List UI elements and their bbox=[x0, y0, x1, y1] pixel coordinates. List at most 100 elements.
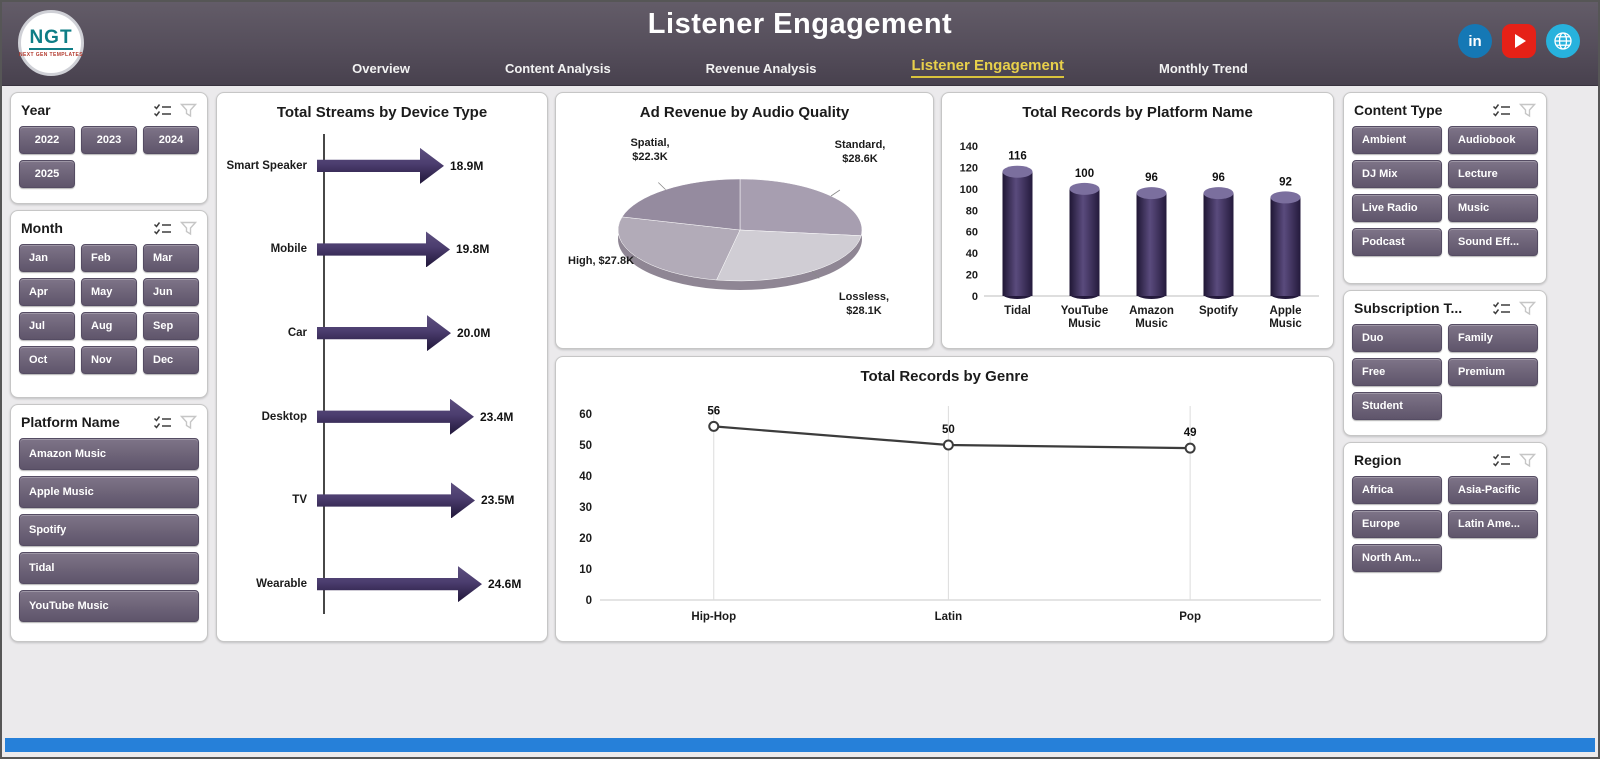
filter-option-student[interactable]: Student bbox=[1352, 392, 1442, 420]
filter-option-ambient[interactable]: Ambient bbox=[1352, 126, 1442, 154]
data-point-latin[interactable] bbox=[942, 439, 954, 451]
x-category-label: Pop bbox=[1179, 611, 1201, 623]
tab-revenue-analysis[interactable]: Revenue Analysis bbox=[705, 61, 817, 76]
point-value-label: 50 bbox=[942, 424, 955, 436]
globe-icon[interactable] bbox=[1546, 24, 1580, 58]
filter-option-music[interactable]: Music bbox=[1448, 194, 1538, 222]
genre-line-chart-wrap: 0 10 20 30 40 50 60 56 Hip-Hop 50 Latin 49 Pop bbox=[564, 388, 1325, 643]
bar-amazon-music[interactable] bbox=[1136, 193, 1167, 296]
filter-header-icons bbox=[153, 415, 197, 430]
pie-slice-standard[interactable] bbox=[739, 178, 863, 236]
filter-option-africa[interactable]: Africa bbox=[1352, 476, 1442, 504]
bar-spotify[interactable] bbox=[1203, 193, 1234, 296]
filter-option-jan[interactable]: Jan bbox=[19, 244, 75, 272]
filter-option-may[interactable]: May bbox=[81, 278, 137, 306]
filter-option-nov[interactable]: Nov bbox=[81, 346, 137, 374]
filter-option-amazon-music[interactable]: Amazon Music bbox=[19, 438, 199, 470]
header: NGT NEXT GEN TEMPLATES Listener Engageme… bbox=[2, 2, 1598, 86]
filter-option-youtube-music[interactable]: YouTube Music bbox=[19, 590, 199, 622]
tab-monthly-trend[interactable]: Monthly Trend bbox=[1159, 61, 1248, 76]
filter-option-aug[interactable]: Aug bbox=[81, 312, 137, 340]
filter-option-2024[interactable]: 2024 bbox=[143, 126, 199, 154]
filter-option-live-radio[interactable]: Live Radio bbox=[1352, 194, 1442, 222]
pie-label: Lossless, $28.1K bbox=[839, 291, 889, 317]
bar-tidal[interactable] bbox=[1002, 171, 1033, 296]
filter-option-audiobook[interactable]: Audiobook bbox=[1448, 126, 1538, 154]
device-arrow-bar[interactable] bbox=[317, 148, 444, 184]
multiselect-icon[interactable] bbox=[153, 415, 172, 430]
chart-title: Total Streams by Device Type bbox=[276, 104, 488, 121]
device-arrow-bar[interactable] bbox=[317, 566, 482, 602]
filter-option-lecture[interactable]: Lecture bbox=[1448, 160, 1538, 188]
pie-leader-line bbox=[658, 182, 666, 190]
filter-icon[interactable] bbox=[180, 415, 197, 430]
filter-option-apple-music[interactable]: Apple Music bbox=[19, 476, 199, 508]
filter-option-duo[interactable]: Duo bbox=[1352, 324, 1442, 352]
filter-option-feb[interactable]: Feb bbox=[81, 244, 137, 272]
filter-option-north-am[interactable]: North Am... bbox=[1352, 544, 1442, 572]
bar-youtube-music[interactable] bbox=[1069, 188, 1100, 296]
filter-option-latin-ame[interactable]: Latin Ame... bbox=[1448, 510, 1538, 538]
filter-option-jun[interactable]: Jun bbox=[143, 278, 199, 306]
device-arrow-bar[interactable] bbox=[317, 482, 475, 518]
filter-header: Year bbox=[21, 102, 197, 118]
card-total-records-by-platform: Total Records by Platform Name 0 20 40 60 80… bbox=[941, 92, 1334, 349]
filter-option-sound-eff[interactable]: Sound Eff... bbox=[1448, 228, 1538, 256]
device-value: 24.6M bbox=[488, 577, 522, 592]
multiselect-icon[interactable] bbox=[1492, 301, 1511, 316]
data-point-pop[interactable] bbox=[1184, 442, 1196, 454]
filter-option-spotify[interactable]: Spotify bbox=[19, 514, 199, 546]
filter-header-icons bbox=[1492, 301, 1536, 316]
chart-title: Total Records by Genre bbox=[860, 368, 1029, 385]
tab-overview[interactable]: Overview bbox=[352, 61, 410, 76]
filter-option-premium[interactable]: Premium bbox=[1448, 358, 1538, 386]
globe-glyph bbox=[1554, 32, 1572, 50]
filter-icon[interactable] bbox=[180, 221, 197, 236]
multiselect-icon[interactable] bbox=[1492, 453, 1511, 468]
filter-option-dec[interactable]: Dec bbox=[143, 346, 199, 374]
filter-option-dj-mix[interactable]: DJ Mix bbox=[1352, 160, 1442, 188]
ngt-logo[interactable]: NGT NEXT GEN TEMPLATES bbox=[18, 10, 84, 76]
x-category-label: Tidal bbox=[1004, 305, 1031, 317]
filter-icon[interactable] bbox=[1519, 453, 1536, 468]
filter-option-free[interactable]: Free bbox=[1352, 358, 1442, 386]
multiselect-icon[interactable] bbox=[1492, 103, 1511, 118]
logo-text: NGT bbox=[29, 27, 73, 50]
device-arrow-bar[interactable] bbox=[317, 315, 451, 351]
pie-slice-spatial[interactable] bbox=[621, 178, 741, 231]
y-tick-label: 40 bbox=[966, 248, 978, 260]
device-arrow-bar[interactable] bbox=[317, 231, 450, 267]
pie-slice-lossless[interactable] bbox=[716, 229, 862, 282]
pie-leader-line bbox=[811, 270, 820, 279]
filter-option-jul[interactable]: Jul bbox=[19, 312, 75, 340]
filter-option-2023[interactable]: 2023 bbox=[81, 126, 137, 154]
filter-option-2025[interactable]: 2025 bbox=[19, 160, 75, 188]
filter-option-2022[interactable]: 2022 bbox=[19, 126, 75, 154]
tab-listener-engagement[interactable]: Listener Engagement bbox=[911, 57, 1065, 78]
filter-icon[interactable] bbox=[1519, 301, 1536, 316]
y-tick-label: 10 bbox=[579, 564, 592, 576]
filter-option-asia-pacific[interactable]: Asia-Pacific bbox=[1448, 476, 1538, 504]
filter-icon[interactable] bbox=[1519, 103, 1536, 118]
filter-option-apr[interactable]: Apr bbox=[19, 278, 75, 306]
filter-option-europe[interactable]: Europe bbox=[1352, 510, 1442, 538]
filter-option-oct[interactable]: Oct bbox=[19, 346, 75, 374]
filter-option-family[interactable]: Family bbox=[1448, 324, 1538, 352]
data-point-hip-hop[interactable] bbox=[708, 420, 720, 432]
filter-header: Month bbox=[21, 220, 197, 236]
filter-option-mar[interactable]: Mar bbox=[143, 244, 199, 272]
subscription-filter-card: Subscription T... Duo Family Free Premium St… bbox=[1343, 290, 1547, 436]
tab-content-analysis[interactable]: Content Analysis bbox=[504, 61, 611, 76]
bar-apple-music[interactable] bbox=[1270, 197, 1301, 296]
multiselect-icon[interactable] bbox=[153, 221, 172, 236]
pie-leader-line bbox=[830, 189, 841, 197]
filter-option-podcast[interactable]: Podcast bbox=[1352, 228, 1442, 256]
filter-icon[interactable] bbox=[180, 103, 197, 118]
device-arrow-bar[interactable] bbox=[317, 399, 474, 435]
multiselect-icon[interactable] bbox=[153, 103, 172, 118]
youtube-icon[interactable] bbox=[1502, 24, 1536, 58]
filter-option-tidal[interactable]: Tidal bbox=[19, 552, 199, 584]
linkedin-icon[interactable]: in bbox=[1458, 24, 1492, 58]
filter-option-sep[interactable]: Sep bbox=[143, 312, 199, 340]
filter-title: Subscription T... bbox=[1354, 300, 1463, 316]
